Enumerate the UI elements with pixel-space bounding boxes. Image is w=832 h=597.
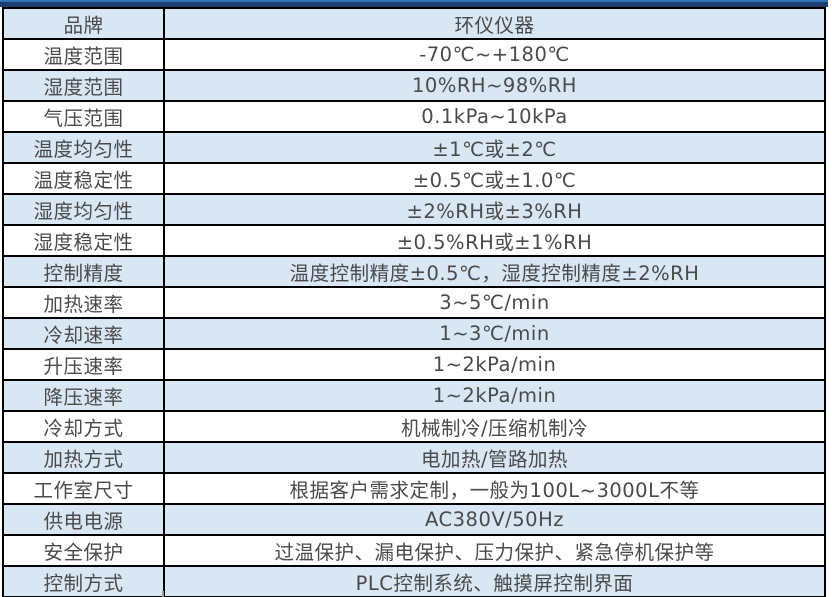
table-row: 温度范围 -70℃~+180℃ (2, 38, 826, 71)
spec-label: 冷却速率 (2, 317, 165, 350)
table-row: 气压范围 0.1kPa~10kPa (2, 100, 826, 133)
table-row: 安全保护 过温保护、漏电保护、压力保护、紧急停机保护等 (2, 534, 826, 567)
spec-label: 温度稳定性 (2, 162, 165, 195)
spec-label: 工作室尺寸 (2, 472, 165, 505)
table-row: 温度稳定性 ±0.5℃或±1.0℃ (2, 162, 826, 195)
spec-label: 湿度范围 (2, 69, 165, 102)
table-row: 工作室尺寸 根据客户需求定制，一般为100L~3000L不等 (2, 472, 826, 505)
spec-value: ±0.5℃或±1.0℃ (163, 162, 826, 195)
table-row: 加热方式 电加热/管路加热 (2, 441, 826, 474)
spec-value: 1~2kPa/min (163, 348, 826, 381)
spec-value: PLC控制系统、触摸屏控制界面 (163, 565, 826, 597)
spec-value: 环仪仪器 (163, 7, 826, 40)
table-row: 冷却速率 1~3℃/min (2, 317, 826, 350)
spec-value: 机械制冷/压缩机制冷 (163, 410, 826, 443)
spec-label: 冷却方式 (2, 410, 165, 443)
spec-value: 根据客户需求定制，一般为100L~3000L不等 (163, 472, 826, 505)
spec-label: 降压速率 (2, 379, 165, 412)
spec-value: ±1℃或±2℃ (163, 131, 826, 164)
spec-value: 过温保护、漏电保护、压力保护、紧急停机保护等 (163, 534, 826, 567)
spec-value: ±0.5%RH或±1%RH (163, 224, 826, 257)
spec-label: 加热方式 (2, 441, 165, 474)
table-row: 湿度均匀性 ±2%RH或±3%RH (2, 193, 826, 226)
spec-label: 升压速率 (2, 348, 165, 381)
spec-value: AC380V/50Hz (163, 503, 826, 536)
spec-label: 加热速率 (2, 286, 165, 319)
table-row: 控制精度 温度控制精度±0.5℃，湿度控制精度±2%RH (2, 255, 826, 288)
spec-label: 安全保护 (2, 534, 165, 567)
table-row: 品牌 环仪仪器 (2, 7, 826, 40)
spec-value: 温度控制精度±0.5℃，湿度控制精度±2%RH (163, 255, 826, 288)
spec-label: 气压范围 (2, 100, 165, 133)
spec-label: 湿度稳定性 (2, 224, 165, 257)
spec-label: 湿度均匀性 (2, 193, 165, 226)
spec-label: 控制方式 (2, 565, 165, 597)
spec-label: 控制精度 (2, 255, 165, 288)
spec-value: 0.1kPa~10kPa (163, 100, 826, 133)
spec-label: 温度均匀性 (2, 131, 165, 164)
spec-value: 1~2kPa/min (163, 379, 826, 412)
spec-value: 10%RH~98%RH (163, 69, 826, 102)
spec-label: 温度范围 (2, 38, 165, 71)
table-row: 加热速率 3~5℃/min (2, 286, 826, 319)
spec-value: 电加热/管路加热 (163, 441, 826, 474)
cropped-header-strip (0, 0, 828, 7)
spec-value: 3~5℃/min (163, 286, 826, 319)
spec-value: 1~3℃/min (163, 317, 826, 350)
table-row: 控制方式 PLC控制系统、触摸屏控制界面 (2, 565, 826, 597)
table-row: 冷却方式 机械制冷/压缩机制冷 (2, 410, 826, 443)
spec-value: ±2%RH或±3%RH (163, 193, 826, 226)
table-row: 降压速率 1~2kPa/min (2, 379, 826, 412)
table-row: 供电电源 AC380V/50Hz (2, 503, 826, 536)
table-row: 升压速率 1~2kPa/min (2, 348, 826, 381)
table-row: 温度均匀性 ±1℃或±2℃ (2, 131, 826, 164)
table-row: 湿度范围 10%RH~98%RH (2, 69, 826, 102)
specification-table: 品牌 环仪仪器 温度范围 -70℃~+180℃ 湿度范围 10%RH~98%RH 气压… (2, 7, 826, 597)
spec-label: 供电电源 (2, 503, 165, 536)
spec-label: 品牌 (2, 7, 165, 40)
spec-value: -70℃~+180℃ (163, 38, 826, 71)
table-row: 湿度稳定性 ±0.5%RH或±1%RH (2, 224, 826, 257)
column-divider-stub (162, 591, 164, 597)
